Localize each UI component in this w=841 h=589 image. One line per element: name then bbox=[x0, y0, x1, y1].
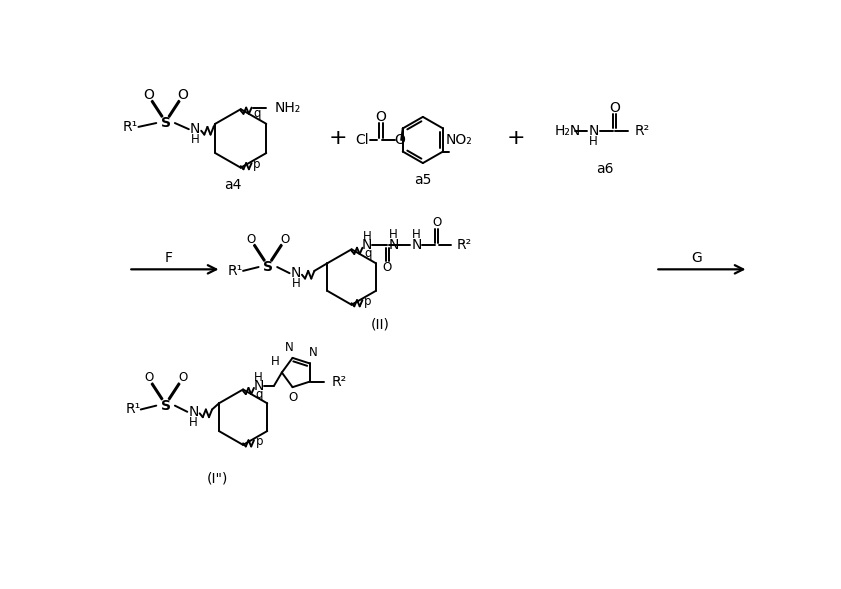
Text: O: O bbox=[609, 101, 620, 115]
Text: (II): (II) bbox=[371, 318, 389, 332]
Text: N: N bbox=[588, 124, 599, 138]
Text: p: p bbox=[256, 435, 263, 448]
Text: H₂N: H₂N bbox=[554, 124, 581, 138]
Text: N: N bbox=[253, 379, 264, 393]
Text: N: N bbox=[188, 405, 198, 419]
Text: S: S bbox=[161, 116, 171, 130]
Text: R¹: R¹ bbox=[125, 402, 140, 416]
Text: p: p bbox=[364, 295, 372, 308]
Text: S: S bbox=[161, 399, 171, 413]
Text: O: O bbox=[178, 372, 188, 385]
Text: G: G bbox=[691, 251, 702, 265]
Text: H: H bbox=[191, 134, 199, 147]
Text: N: N bbox=[285, 340, 294, 353]
Text: H: H bbox=[254, 370, 263, 383]
Text: H: H bbox=[389, 228, 398, 241]
Text: (I"): (I") bbox=[207, 472, 228, 486]
Text: O: O bbox=[288, 392, 297, 405]
Text: O: O bbox=[246, 233, 256, 246]
Text: O: O bbox=[376, 110, 387, 124]
Text: H: H bbox=[291, 277, 300, 290]
Text: q: q bbox=[364, 247, 372, 260]
Text: O: O bbox=[144, 372, 153, 385]
Text: H: H bbox=[412, 228, 421, 241]
Text: NH₂: NH₂ bbox=[275, 101, 301, 115]
Text: N: N bbox=[389, 239, 399, 253]
Text: R²: R² bbox=[457, 239, 472, 253]
Text: N: N bbox=[362, 239, 373, 253]
Text: a5: a5 bbox=[414, 173, 431, 187]
Text: O: O bbox=[383, 260, 392, 273]
Text: R²: R² bbox=[634, 124, 649, 138]
Text: N: N bbox=[190, 122, 200, 136]
Text: O: O bbox=[280, 233, 289, 246]
Text: NO₂: NO₂ bbox=[445, 133, 472, 147]
Text: p: p bbox=[253, 158, 261, 171]
Text: H: H bbox=[272, 355, 280, 368]
Text: q: q bbox=[253, 107, 261, 120]
Text: a6: a6 bbox=[596, 162, 614, 176]
Text: R²: R² bbox=[331, 375, 346, 389]
Text: N: N bbox=[309, 346, 317, 359]
Text: a4: a4 bbox=[225, 178, 241, 191]
Text: O: O bbox=[394, 133, 405, 147]
Text: N: N bbox=[291, 266, 301, 280]
Text: H: H bbox=[362, 230, 372, 243]
Text: F: F bbox=[165, 251, 172, 265]
Text: H: H bbox=[189, 416, 198, 429]
Text: O: O bbox=[432, 216, 442, 229]
Text: +: + bbox=[328, 128, 347, 148]
Text: S: S bbox=[263, 260, 272, 274]
Text: Cl: Cl bbox=[355, 133, 368, 147]
Text: H: H bbox=[589, 135, 598, 148]
Text: q: q bbox=[256, 388, 263, 401]
Text: N: N bbox=[411, 239, 422, 253]
Text: R¹: R¹ bbox=[228, 264, 243, 278]
Text: R¹: R¹ bbox=[122, 120, 138, 134]
Text: O: O bbox=[177, 88, 188, 102]
Text: O: O bbox=[143, 88, 154, 102]
Text: +: + bbox=[506, 128, 525, 148]
